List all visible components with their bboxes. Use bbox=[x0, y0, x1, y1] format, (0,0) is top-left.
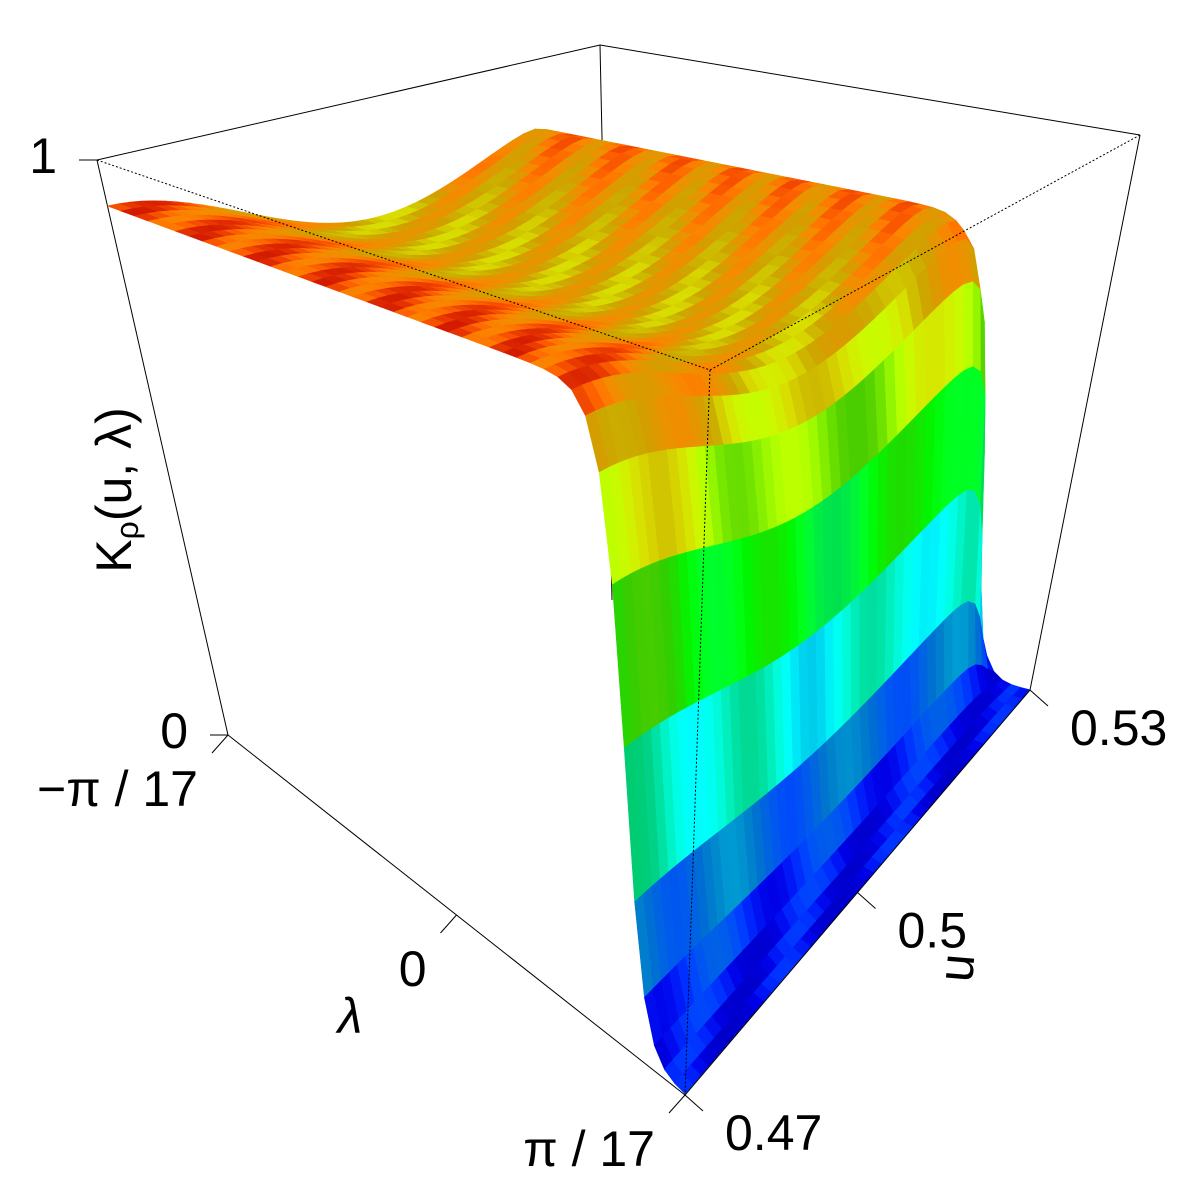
surface-facet bbox=[959, 600, 969, 677]
z-tick-label: 1 bbox=[29, 128, 57, 184]
box-edge bbox=[96, 44, 1141, 161]
surface-facet bbox=[840, 479, 851, 612]
surface-facet bbox=[963, 281, 974, 372]
surface-facet bbox=[926, 628, 937, 711]
surface-facet bbox=[917, 637, 928, 720]
surface-facet bbox=[867, 576, 878, 702]
y-axis-label: u bbox=[927, 951, 985, 984]
surface bbox=[106, 128, 1031, 1095]
surface-facet bbox=[849, 471, 860, 604]
box-edge bbox=[1029, 134, 1141, 691]
x-tick-label: −π / 17 bbox=[37, 761, 198, 817]
surface-facet bbox=[933, 300, 946, 398]
z-label-base: K bbox=[86, 539, 142, 572]
y-tick-label: 0.53 bbox=[1070, 700, 1167, 756]
x-tick bbox=[668, 1094, 686, 1114]
surface-facet bbox=[972, 281, 981, 372]
x-tick bbox=[211, 734, 229, 754]
surface-facet bbox=[943, 291, 955, 388]
x-tick-label: 0 bbox=[399, 941, 427, 997]
surface-facet bbox=[674, 1073, 694, 1095]
surface-facet bbox=[867, 453, 879, 587]
surface-facet bbox=[967, 600, 976, 670]
y-tick bbox=[684, 1094, 704, 1112]
surface-facet bbox=[885, 435, 898, 570]
surface-facet bbox=[858, 462, 869, 596]
surface-facet bbox=[875, 567, 887, 693]
x-tick bbox=[440, 914, 457, 934]
surface-facet bbox=[832, 610, 843, 735]
surface-facet bbox=[858, 585, 869, 711]
z-tick-label: 0 bbox=[160, 703, 188, 759]
surface-facet bbox=[943, 611, 953, 693]
surface-facet bbox=[934, 620, 945, 702]
x-tick-label: π / 17 bbox=[523, 1121, 655, 1177]
z-axis-label: Kρ(u, λ) bbox=[86, 407, 145, 572]
surface-facet bbox=[850, 594, 860, 719]
surface-facet bbox=[953, 284, 965, 379]
surface-facet bbox=[876, 444, 888, 579]
surface-facet bbox=[841, 602, 851, 727]
box-edge bbox=[684, 369, 711, 1096]
y-tick-label: 0.47 bbox=[725, 1105, 822, 1161]
z-label-rest: (u, λ) bbox=[86, 407, 142, 521]
z-label-sub: ρ bbox=[109, 521, 145, 539]
box-edge bbox=[96, 159, 229, 736]
surface-facet bbox=[951, 604, 961, 685]
x-axis-label: λ bbox=[335, 988, 363, 1044]
y-tick-label: 0.5 bbox=[898, 903, 968, 959]
y-tick bbox=[1029, 689, 1049, 707]
y-tick bbox=[857, 892, 876, 909]
